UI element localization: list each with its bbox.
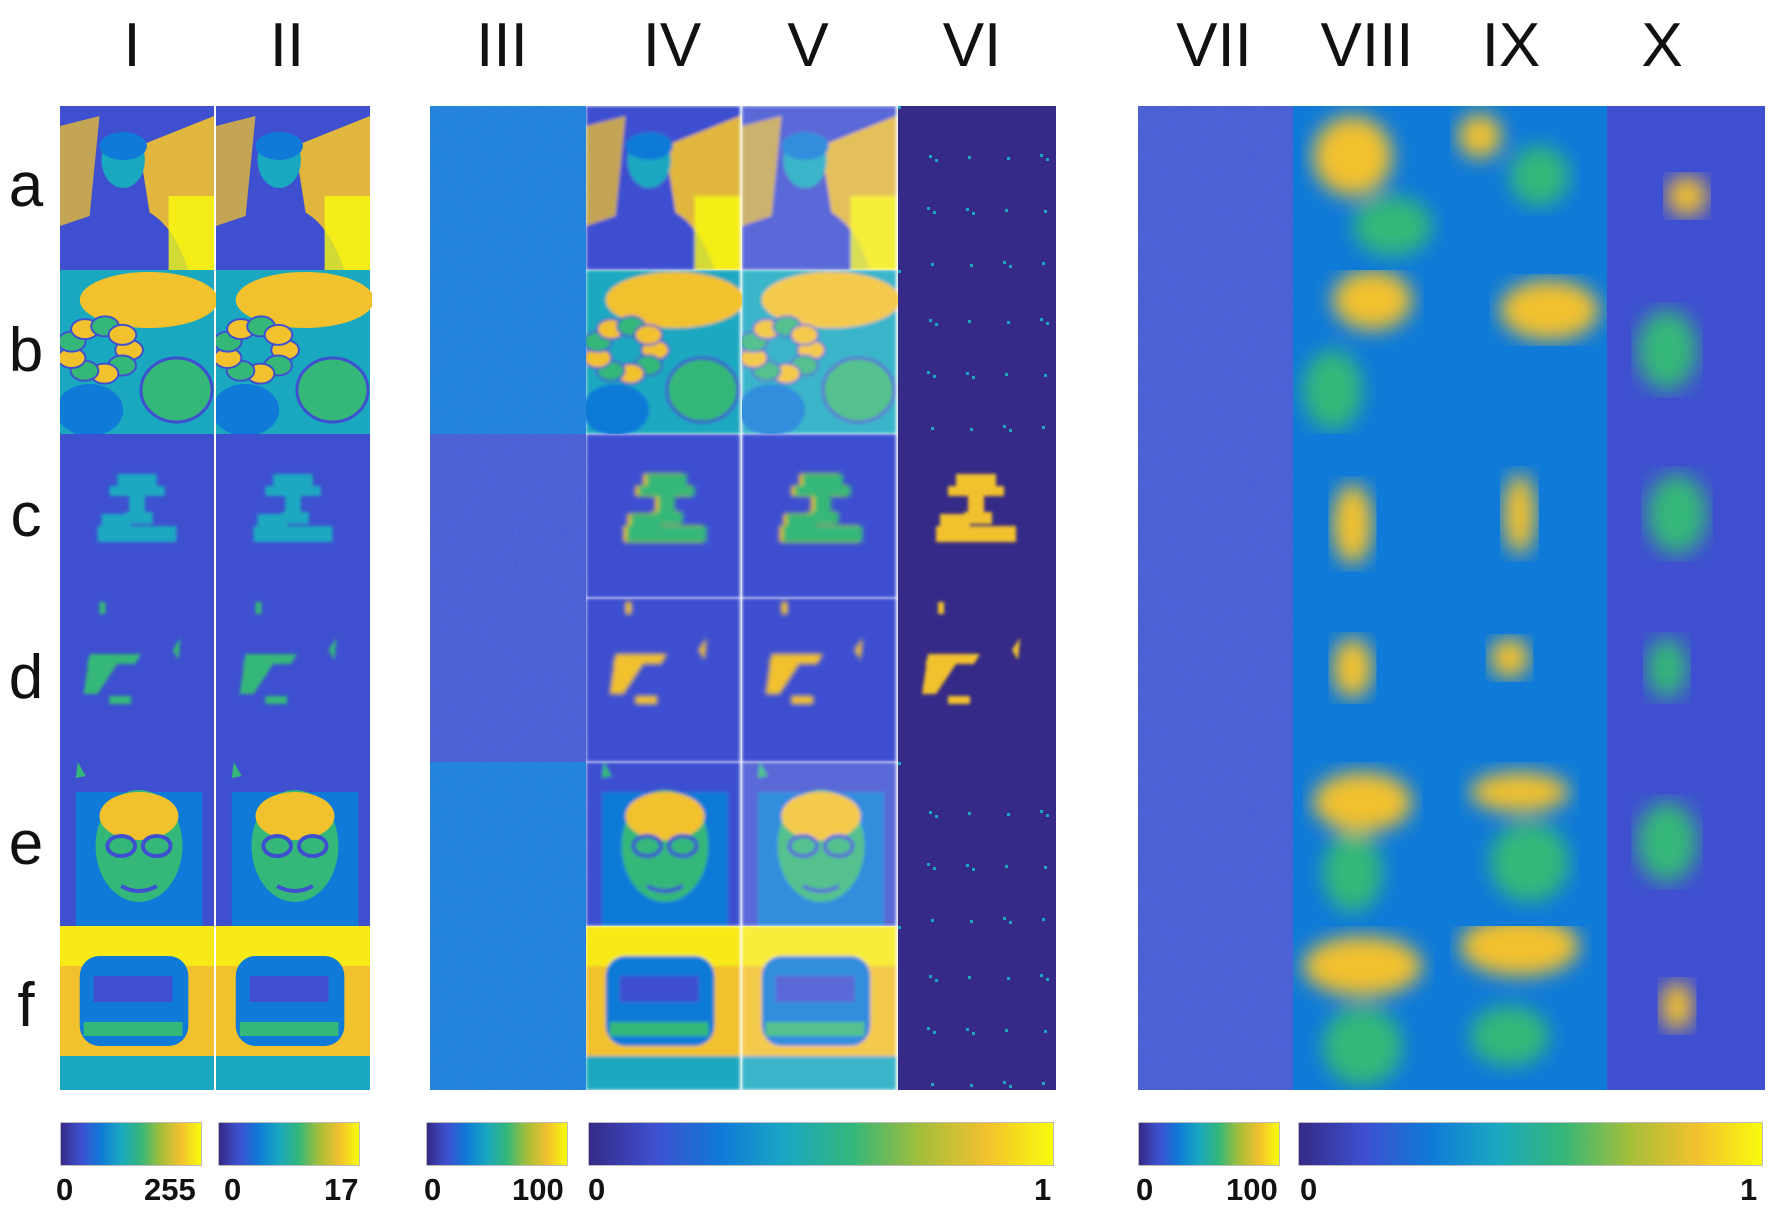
tile-d-III: [430, 598, 586, 762]
tile-f-VI: [898, 926, 1056, 1090]
colorbar-II: [218, 1122, 360, 1166]
tile-e-VII: [1138, 762, 1293, 926]
colorbar-VII: [1138, 1122, 1280, 1166]
tile-a-VIII: [1293, 106, 1450, 270]
tile-f-IV: [586, 926, 742, 1090]
colorbar-VIII-X: [1298, 1122, 1763, 1166]
tile-b-I: [60, 270, 216, 434]
row-label-a: a: [8, 151, 44, 220]
tile-d-VI: [898, 598, 1056, 762]
tile-c-VIII: [1293, 434, 1450, 598]
colorbar-III-max: 100: [512, 1172, 564, 1207]
colorbar-IV-VI-min: 0: [588, 1172, 606, 1207]
row-label-f: f: [17, 971, 35, 1040]
colorbar-VIII-X-min: 0: [1300, 1172, 1318, 1207]
tile-e-IV: [586, 762, 742, 926]
tile-d-VII: [1138, 598, 1293, 762]
tile-b-III: [430, 270, 586, 434]
tile-e-VIII: [1293, 762, 1450, 926]
tile-e-X: [1607, 762, 1765, 926]
column-label-I: I: [123, 11, 141, 80]
row-label-b: b: [8, 316, 44, 385]
tile-e-III: [430, 762, 586, 926]
tile-c-V: [742, 434, 898, 598]
tile-f-III: [430, 926, 586, 1090]
tile-a-VI: [898, 106, 1056, 270]
colorbar-I-min: 0: [56, 1172, 74, 1207]
tile-b-VIII: [1293, 270, 1450, 434]
tile-c-I: [60, 434, 216, 598]
column-label-IV: IV: [642, 11, 702, 80]
tile-e-V: [742, 762, 898, 926]
colorbar-I-max: 255: [144, 1172, 196, 1207]
tile-d-IX: [1450, 598, 1607, 762]
column-label-II: II: [269, 11, 305, 80]
tile-a-V: [742, 106, 898, 270]
column-label-VI: VI: [942, 11, 1002, 80]
image-grid-reconstruction: [430, 106, 1056, 1090]
tile-e-II: [216, 762, 372, 926]
colorbar-III: [426, 1122, 568, 1166]
row-label-e: e: [8, 809, 44, 878]
tile-f-X: [1607, 926, 1765, 1090]
tile-e-IX: [1450, 762, 1607, 926]
tile-f-V: [742, 926, 898, 1090]
column-label-IX: IX: [1481, 11, 1541, 80]
colorbar-II-min: 0: [224, 1172, 242, 1207]
tile-a-I: [60, 106, 216, 270]
tile-c-VII: [1138, 434, 1293, 598]
column-label-V: V: [787, 11, 829, 80]
tile-a-X: [1607, 106, 1765, 270]
tile-c-IX: [1450, 434, 1607, 598]
tile-c-VI: [898, 434, 1056, 598]
tile-c-IV: [586, 434, 742, 598]
tile-a-II: [216, 106, 372, 270]
tile-d-X: [1607, 598, 1765, 762]
tile-c-X: [1607, 434, 1765, 598]
tile-d-II: [216, 598, 372, 762]
colorbar-II-max: 17: [324, 1172, 359, 1207]
tile-a-IV: [586, 106, 742, 270]
column-label-III: III: [476, 11, 528, 80]
colorbar-IV-VI-max: 1: [1034, 1172, 1052, 1207]
tile-f-VII: [1138, 926, 1293, 1090]
tile-d-V: [742, 598, 898, 762]
tile-b-IX: [1450, 270, 1607, 434]
column-label-X: X: [1641, 11, 1683, 80]
tile-a-IX: [1450, 106, 1607, 270]
tile-d-IV: [586, 598, 742, 762]
tile-b-VII: [1138, 270, 1293, 434]
colorbar-VII-max: 100: [1226, 1172, 1278, 1207]
tile-b-X: [1607, 270, 1765, 434]
tile-a-III: [430, 106, 586, 270]
tile-f-II: [216, 926, 372, 1090]
image-grid-attribution: [1138, 106, 1765, 1090]
column-label-VIII: VIII: [1320, 11, 1414, 80]
tile-e-VI: [898, 762, 1056, 926]
colorbar-VII-min: 0: [1136, 1172, 1154, 1207]
row-label-d: d: [8, 643, 44, 712]
tile-f-IX: [1450, 926, 1607, 1090]
tile-f-I: [60, 926, 216, 1090]
column-label-VII: VII: [1176, 11, 1252, 80]
tile-d-I: [60, 598, 216, 762]
colorbar-I: [60, 1122, 202, 1166]
image-grid-input: [60, 106, 372, 1090]
tile-e-I: [60, 762, 216, 926]
colorbar-VIII-X-max: 1: [1740, 1172, 1758, 1207]
row-label-c: c: [10, 481, 42, 550]
tile-a-VII: [1138, 106, 1293, 270]
tile-d-VIII: [1293, 598, 1450, 762]
tile-f-VIII: [1293, 926, 1450, 1090]
colorbar-IV-VI: [588, 1122, 1054, 1166]
tile-b-VI: [898, 270, 1056, 434]
tile-c-II: [216, 434, 372, 598]
tile-c-III: [430, 434, 586, 598]
colorbar-III-min: 0: [424, 1172, 442, 1207]
tile-b-IV: [586, 270, 742, 434]
tile-b-II: [216, 270, 372, 434]
tile-b-V: [742, 270, 898, 434]
